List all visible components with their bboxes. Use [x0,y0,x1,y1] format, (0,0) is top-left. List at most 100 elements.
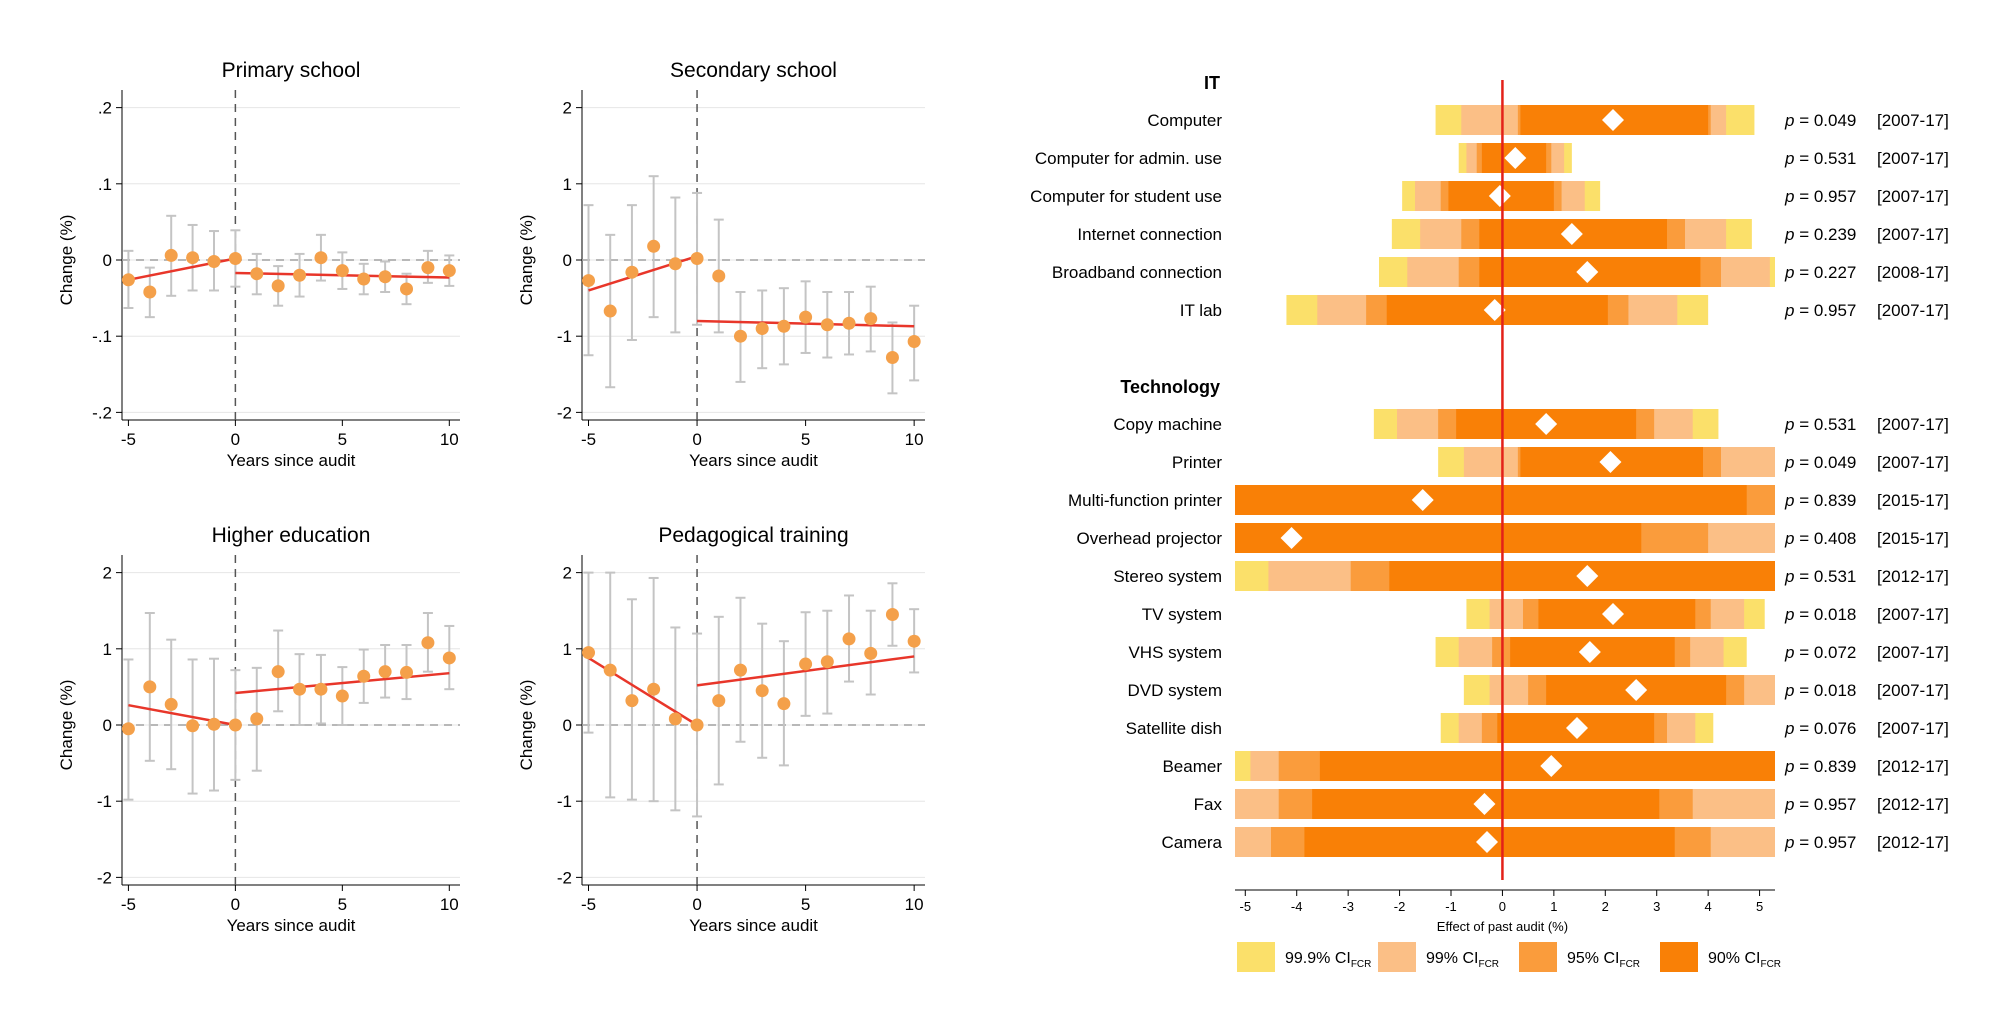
p-value: = 0.839 [1794,757,1856,776]
y-axis-label: Change (%) [57,680,76,771]
x-tick-label: 0 [1499,899,1506,914]
row-label: Printer [1172,453,1222,472]
x-tick-label: 4 [1705,899,1712,914]
year-range-label: [2012-17] [1877,757,1949,776]
estimate-point [378,270,392,284]
y-tick-label: .1 [98,175,112,194]
row-label: VHS system [1128,643,1222,662]
legend-label-subscript: FCR [1351,959,1372,970]
y-tick-label: 2 [103,564,112,583]
row-label: DVD system [1128,681,1222,700]
estimate-point [820,655,834,669]
estimate-diamond [1576,261,1599,283]
p-value-label: p = 0.408 [1784,529,1856,548]
p-value-label: p = 0.049 [1784,453,1856,472]
estimate-diamond [1566,717,1588,739]
p-symbol: p [1784,187,1794,206]
year-range-label: [2012-17] [1877,833,1949,852]
estimate-point [250,267,264,281]
higher-education-panel: Higher education 2 1 0 -1 -2 -5 0 5 10 Years since… [40,505,480,960]
legend-label-main: 95% CI [1567,950,1619,967]
year-range-label: [2007-17] [1877,415,1949,434]
y-tick-label: 2 [563,564,572,583]
legend-swatch [1660,942,1698,972]
estimate-point [842,316,856,330]
p-value-label: p = 0.076 [1784,719,1856,738]
x-tick-label: 1 [1550,899,1557,914]
p-symbol: p [1784,567,1794,586]
estimate-point [647,682,661,696]
estimate-point [293,268,307,282]
estimate-point [668,712,682,726]
primary-school-panel: Primary school .2 .1 0 -.1 -.2 -5 0 5 10 Years sin… [40,40,480,495]
legend-label: 95% CIFCR [1567,950,1640,970]
year-range-label: [2015-17] [1877,491,1949,510]
y-tick-label: .2 [98,99,112,118]
p-value-label: p = 0.018 [1784,605,1856,624]
pedagogical-training-panel: Pedagogical training 2 1 0 -1 -2 -5 0 5 10 Years s… [500,505,945,960]
estimate-point [314,682,328,696]
legend-label-subscript: FCR [1619,959,1640,970]
estimate-point [603,663,617,677]
fit-line [235,671,450,695]
y-tick-label: 1 [103,640,112,659]
p-value-label: p = 0.531 [1784,415,1856,434]
y-tick-label: 1 [563,640,572,659]
estimate-diamond [1535,413,1558,435]
estimate-point [625,694,639,708]
p-symbol: p [1784,643,1794,662]
year-range-label: [2007-17] [1877,301,1949,320]
x-axis-label: Years since audit [689,451,818,470]
estimate-point [442,651,456,665]
legend-swatch [1237,942,1275,972]
row-label: Fax [1194,795,1223,814]
estimate-point [207,717,221,731]
estimate-diamond [1504,147,1527,169]
estimate-diamond [1540,755,1563,777]
year-range-label: [2007-17] [1877,643,1949,662]
estimate-point [842,632,856,646]
estimate-point [421,636,435,650]
row-label: Computer [1147,111,1222,130]
row-label: Internet connection [1077,225,1222,244]
legend-label-subscript: FCR [1760,959,1781,970]
forest-plot-panel: IT Computer p = 0.049 [2007-17] Computer for… [965,40,1975,980]
estimate-diamond [1602,603,1624,625]
p-symbol: p [1784,757,1794,776]
p-value: = 0.227 [1794,263,1856,282]
chart-title: Pedagogical training [658,524,848,547]
y-tick-label: 2 [563,99,572,118]
p-symbol: p [1784,681,1794,700]
estimate-point [603,304,617,318]
year-range-label: [2007-17] [1877,225,1949,244]
x-axis-label: Years since audit [689,916,818,935]
y-tick-label: -1 [557,792,572,811]
x-tick-label: 10 [905,430,924,449]
p-value: = 0.957 [1794,187,1856,206]
estimate-point [755,684,769,698]
p-symbol: p [1784,301,1794,320]
estimate-point [820,318,834,332]
x-tick-label: -5 [581,430,596,449]
p-symbol: p [1784,491,1794,510]
year-range-label: [2007-17] [1877,719,1949,738]
ci-band-90 [1235,485,1747,515]
y-tick-label: -.1 [92,327,112,346]
p-value-label: p = 0.227 [1784,263,1856,282]
p-value: = 0.049 [1794,111,1856,130]
estimate-point [647,239,661,253]
year-range-label: [2012-17] [1877,567,1949,586]
x-axis-label: Years since audit [227,916,356,935]
estimate-diamond [1602,109,1624,131]
p-value-label: p = 0.957 [1784,301,1856,320]
p-value: = 0.239 [1794,225,1856,244]
p-value-label: p = 0.531 [1784,149,1856,168]
p-value: = 0.018 [1794,605,1856,624]
year-range-label: [2012-17] [1877,795,1949,814]
row-label: IT lab [1180,301,1222,320]
p-value-label: p = 0.957 [1784,795,1856,814]
estimate-point [712,694,726,708]
p-value: = 0.018 [1794,681,1856,700]
